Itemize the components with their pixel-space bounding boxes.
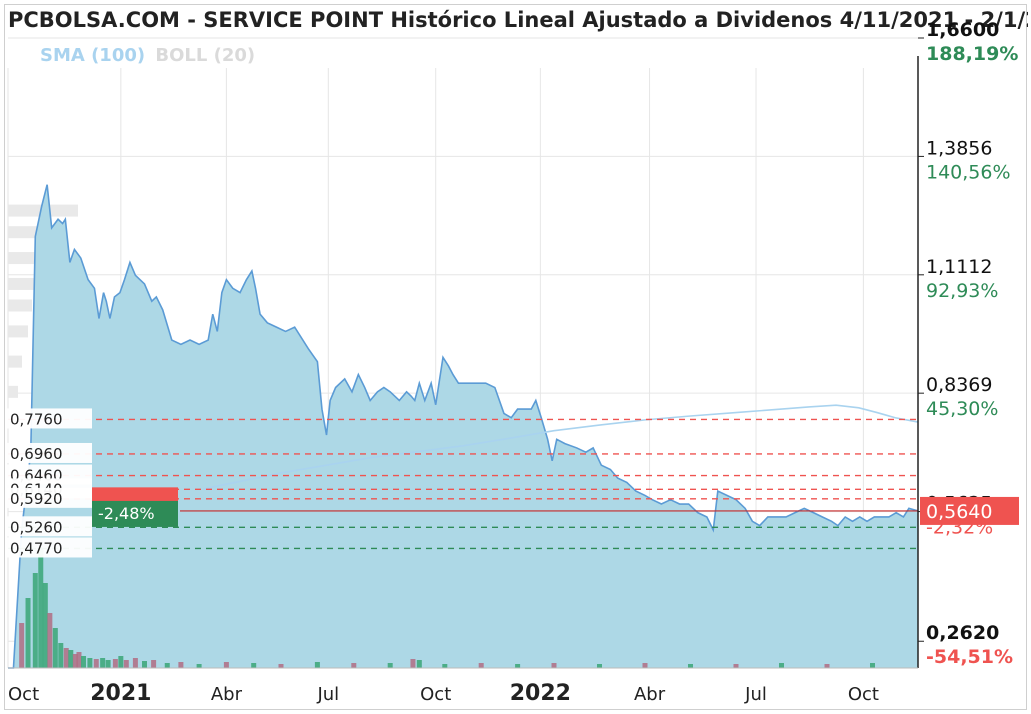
level-label-bg-4 [6, 487, 92, 508]
indicator-legend: SMA (100) BOLL (20) [40, 45, 255, 66]
boll-legend[interactable]: BOLL (20) [155, 45, 256, 66]
volume-bar-0 [19, 623, 25, 668]
level-label-bg-6 [6, 537, 92, 558]
profile-bar-3 [8, 277, 36, 290]
volume-bar-31 [387, 663, 393, 668]
volume-bar-4 [42, 583, 48, 668]
volume-bar-27 [251, 663, 257, 668]
red-band [92, 487, 178, 506]
sma-polyline [203, 404, 919, 490]
current-price-box [920, 496, 1019, 525]
volume-bar-13 [87, 658, 93, 668]
level-label-1: 0,6960 [10, 445, 63, 463]
y-tick-price-1: 1,3856 [926, 137, 992, 159]
volume-bar-21 [142, 661, 147, 668]
volume-bar-37 [551, 663, 557, 668]
volume-bar-42 [779, 663, 784, 668]
profile-bar-7 [8, 385, 18, 398]
volume-bar-8 [63, 648, 69, 668]
x-tick-3: Jul [316, 684, 339, 705]
volume-bar-20 [132, 658, 138, 668]
volume-bar-7 [58, 643, 64, 668]
level-label-5: 0,5260 [10, 518, 63, 536]
y-tick-price-3: 0,8369 [926, 374, 992, 396]
volume-bar-6 [52, 628, 58, 668]
volume-bar-5 [47, 613, 53, 668]
x-tick-1: 2021 [90, 681, 151, 706]
chart-frame [4, 4, 1027, 710]
volume-bar-11 [76, 652, 82, 668]
volume-bar-19 [123, 660, 129, 668]
volume-bar-23 [164, 663, 170, 668]
profile-bar-5 [8, 325, 28, 338]
volume-bar-12 [81, 656, 87, 668]
volume-bar-34 [442, 664, 448, 668]
y-tick-pct-3: 45,30% [926, 398, 998, 420]
volume-bar-3 [38, 548, 44, 668]
level-labels: 0,77600,69600,64600,61400,59200,52600,47… [6, 408, 178, 558]
y-tick-pct-5: -54,51% [926, 646, 1013, 668]
x-tick-5: 2022 [510, 681, 571, 706]
volume-bars [19, 548, 875, 668]
x-tick-6: Abr [634, 684, 666, 705]
chart-title: PCBOLSA.COM - SERVICE POINT Histórico Li… [8, 8, 1028, 32]
level-label-bg-0 [6, 408, 92, 429]
y-tick-price-2: 1,1112 [926, 256, 992, 278]
volume-bar-25 [196, 664, 202, 668]
y-tick-pct-0: 188,19% [926, 43, 1018, 65]
volume-bar-33 [416, 660, 422, 668]
volume-bar-18 [118, 656, 124, 668]
level-label-bg-1 [6, 442, 92, 463]
level-lines [8, 418, 918, 550]
y-tick-pct-2: 92,93% [926, 280, 998, 302]
y-tick-price-5: 0,2620 [926, 622, 999, 644]
x-tick-4: Oct [420, 684, 451, 705]
level-label-0: 0,7760 [10, 410, 63, 428]
x-tick-0: Oct [8, 684, 39, 705]
volume-bar-26 [223, 662, 229, 668]
volume-bar-44 [870, 663, 875, 668]
current-price-label: 0,5640 [926, 501, 992, 523]
y-tick-price-0: 1,6600 [926, 19, 999, 41]
volume-bar-32 [410, 659, 416, 668]
volume-bar-17 [112, 659, 118, 668]
volume-bar-41 [733, 664, 739, 668]
volume-bar-38 [597, 664, 602, 668]
sma-line [203, 404, 919, 490]
profile-bar-2 [8, 252, 48, 265]
volume-bar-36 [515, 664, 521, 668]
volume-bar-24 [178, 662, 184, 668]
level-label-4: 0,5920 [10, 490, 63, 508]
price-area [8, 184, 919, 669]
volume-bar-28 [278, 664, 284, 668]
volume-bar-15 [100, 658, 106, 668]
volume-bar-14 [93, 659, 99, 668]
volume-bar-9 [68, 650, 74, 668]
sma-legend[interactable]: SMA (100) [40, 45, 146, 66]
profile-bar-6 [8, 355, 22, 368]
volume-bar-30 [351, 663, 357, 668]
volume-bar-43 [824, 664, 830, 668]
volume-bar-10 [72, 654, 78, 668]
x-tick-2: Abr [211, 684, 243, 705]
level-label-6: 0,4770 [10, 539, 63, 557]
pct-badge: -2,48% [98, 504, 155, 523]
volume-bar-22 [151, 660, 157, 668]
volume-bar-1 [25, 598, 31, 668]
volume-bar-40 [688, 664, 693, 668]
level-label-bg-5 [6, 516, 92, 537]
y-tick-pct-1: 140,56% [926, 161, 1011, 183]
profile-bar-4 [8, 299, 32, 312]
volume-bar-39 [642, 663, 648, 668]
volume-bar-16 [105, 660, 111, 668]
price-area-fill [8, 184, 918, 668]
volume-bar-2 [32, 573, 38, 668]
x-tick-7: Jul [744, 684, 767, 705]
volume-bar-35 [478, 663, 484, 668]
pct-badge-bg [92, 500, 178, 527]
volume-bar-29 [314, 662, 320, 668]
x-tick-8: Oct [848, 684, 879, 705]
